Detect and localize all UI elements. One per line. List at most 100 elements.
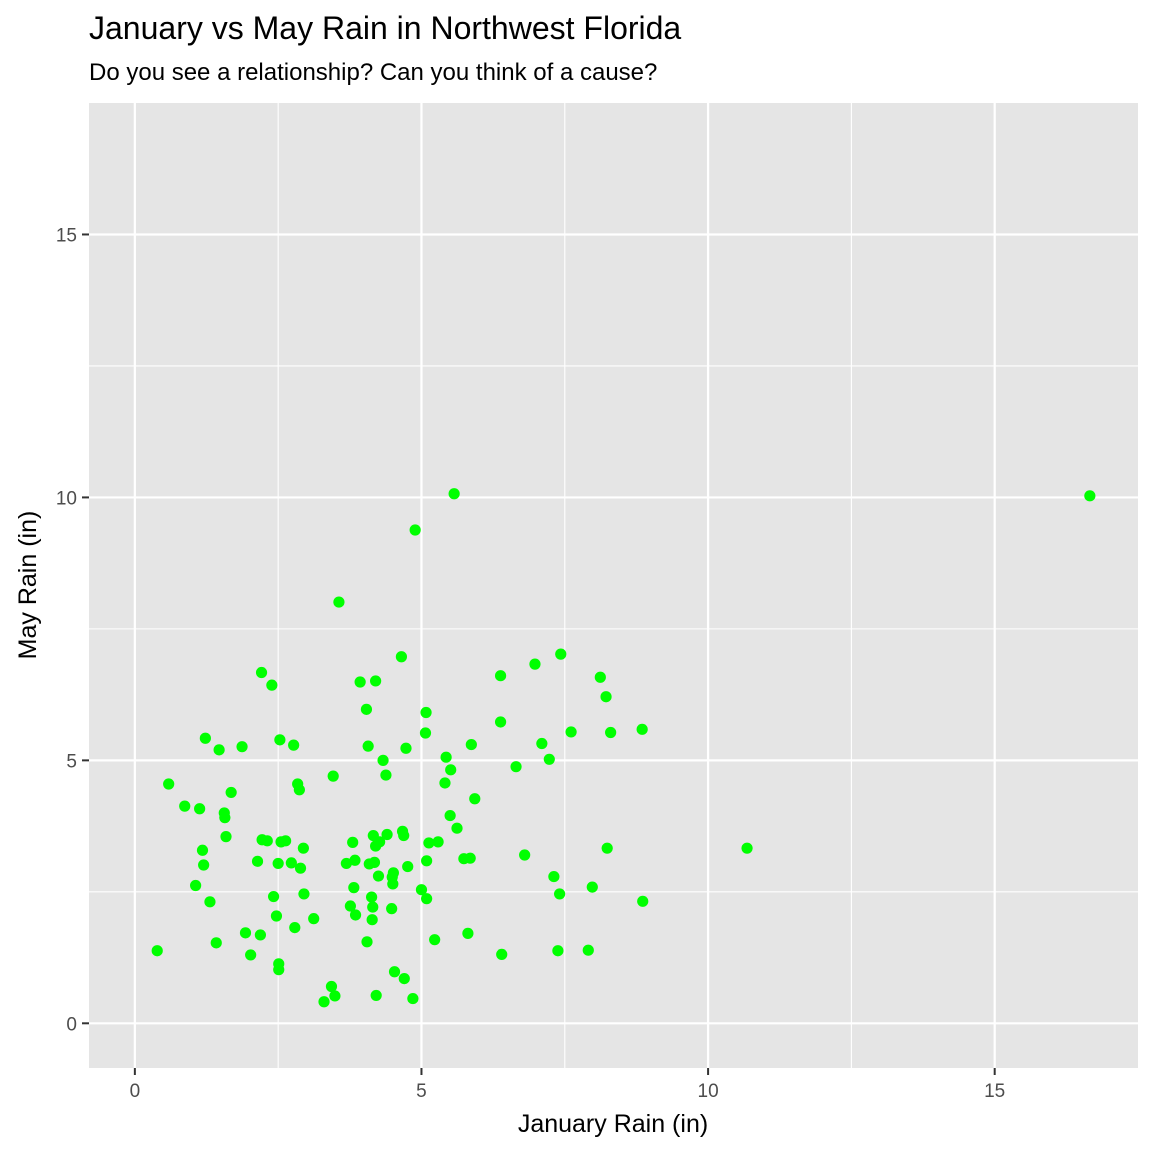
data-point [407, 992, 419, 1005]
data-point [594, 671, 606, 683]
data-point [347, 836, 359, 848]
data-point [421, 855, 433, 867]
data-point [354, 676, 366, 688]
data-point [349, 854, 361, 866]
data-point [179, 800, 191, 812]
data-point [344, 900, 356, 912]
y-axis-title: May Rain (in) [14, 511, 42, 660]
data-point [605, 726, 617, 739]
data-point [464, 852, 476, 864]
data-point [370, 675, 382, 687]
data-point [601, 842, 613, 854]
data-point [554, 888, 566, 900]
data-point [365, 891, 378, 903]
data-point [288, 739, 300, 751]
data-point [636, 723, 648, 735]
data-point [270, 910, 283, 922]
data-point [340, 857, 352, 870]
data-point [318, 996, 330, 1008]
y-tick-label: 0 [66, 1014, 77, 1035]
data-point [420, 706, 432, 719]
data-point [163, 778, 175, 790]
chart-subtitle: Do you see a relationship? Can you think… [89, 59, 658, 86]
data-point [273, 964, 285, 976]
data-points [151, 488, 1096, 1008]
data-point [398, 972, 410, 985]
data-point [429, 934, 441, 946]
data-point [432, 836, 444, 848]
data-point [198, 859, 210, 871]
data-point [349, 909, 362, 921]
data-point [423, 837, 435, 849]
data-point [293, 784, 305, 796]
data-point [255, 666, 268, 679]
data-point [280, 835, 292, 847]
data-point [239, 927, 252, 939]
data-point [297, 842, 309, 854]
data-point [600, 691, 612, 703]
data-point [398, 829, 410, 842]
data-point [245, 949, 257, 961]
data-point [387, 867, 399, 879]
data-point [395, 651, 408, 663]
data-point [348, 882, 360, 894]
data-point [325, 980, 338, 993]
plot-panel [89, 103, 1138, 1068]
data-point [272, 857, 284, 870]
data-point [565, 726, 577, 738]
data-point [362, 740, 374, 752]
data-point [267, 890, 280, 903]
data-point [582, 944, 594, 956]
data-point [294, 862, 307, 874]
data-point [519, 849, 531, 861]
data-point [536, 737, 548, 750]
x-tick-label: 15 [984, 1081, 1005, 1102]
data-point [298, 888, 310, 900]
data-point [451, 822, 463, 834]
data-point [444, 809, 456, 822]
data-point [210, 937, 222, 949]
data-point [440, 751, 452, 763]
data-point [400, 742, 412, 754]
y-tick-label: 10 [56, 488, 77, 509]
data-point [225, 786, 237, 799]
data-point [469, 793, 481, 805]
data-point [543, 753, 555, 765]
data-point [199, 732, 211, 744]
data-point [196, 844, 209, 856]
data-point [465, 738, 477, 751]
data-point [213, 744, 225, 756]
data-point [289, 921, 301, 934]
data-point [409, 524, 421, 536]
data-point [496, 948, 508, 961]
data-point [529, 658, 541, 670]
data-point [494, 670, 507, 682]
data-point [741, 842, 753, 854]
data-point [360, 703, 373, 715]
x-tick-label: 5 [416, 1081, 427, 1102]
data-point [329, 990, 341, 1002]
data-point [194, 803, 206, 815]
data-point [445, 764, 457, 776]
data-point [366, 914, 378, 926]
y-tick-label: 5 [66, 751, 77, 772]
data-point [637, 895, 649, 907]
axes: 0 5 10 15 0 5 10 15 [56, 225, 1005, 1102]
data-point [387, 878, 399, 890]
data-point [274, 734, 286, 746]
data-point [361, 936, 373, 948]
data-point [285, 857, 297, 869]
data-point [555, 648, 567, 660]
data-point [419, 727, 432, 739]
data-point [494, 716, 507, 728]
data-point [266, 679, 278, 691]
data-point [236, 741, 248, 753]
data-point [372, 870, 385, 882]
data-point [151, 945, 163, 957]
x-axis-title: January Rain (in) [518, 1110, 708, 1138]
data-point [254, 929, 266, 941]
data-point [386, 903, 398, 915]
data-point [327, 770, 339, 782]
data-point [402, 860, 414, 873]
